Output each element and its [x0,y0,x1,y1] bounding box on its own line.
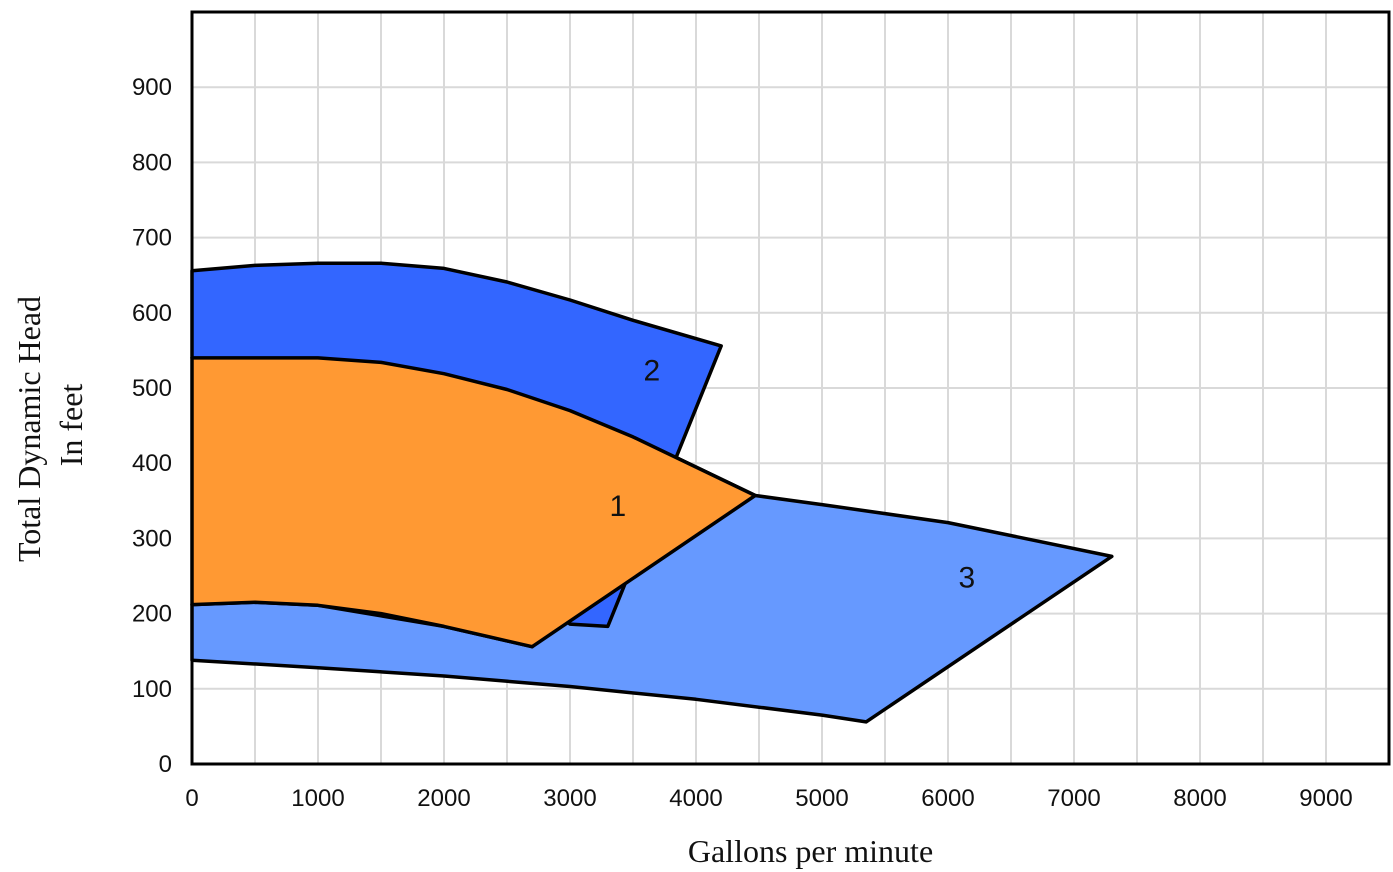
x-tick-label: 8000 [1173,785,1226,812]
y-tick-label: 900 [132,74,172,101]
y-tick-label: 200 [132,601,172,628]
y-tick-label: 300 [132,525,172,552]
y-axis-title-line-2: In feet [53,384,89,467]
y-tick-label: 800 [132,149,172,176]
pump-regions [192,263,1112,722]
region-2-label: 2 [644,354,661,387]
x-axis-tick-labels: 0 1000 2000 3000 4000 5000 6000 7000 8000 9000 [185,785,1352,812]
y-tick-label: 0 [159,751,172,778]
x-tick-label: 1000 [291,785,344,812]
x-tick-label: 2000 [417,785,470,812]
x-tick-label: 0 [185,785,198,812]
x-tick-label: 3000 [543,785,596,812]
y-tick-label: 100 [132,676,172,703]
x-axis-title: Gallons per minute [688,833,933,869]
y-tick-label: 400 [132,450,172,477]
y-tick-label: 700 [132,225,172,252]
y-tick-label: 600 [132,300,172,327]
x-tick-label: 4000 [669,785,722,812]
x-tick-label: 5000 [795,785,848,812]
y-axis-title-line-1: Total Dynamic Head [11,296,47,562]
y-axis-tick-labels: 0 100 200 300 400 500 600 700 800 900 [132,74,172,778]
region-3-label: 3 [959,561,976,594]
y-tick-label: 500 [132,375,172,402]
x-tick-label: 6000 [921,785,974,812]
region-1-label: 1 [610,490,627,523]
x-tick-label: 7000 [1047,785,1100,812]
x-tick-label: 9000 [1299,785,1352,812]
y-axis-title: Total Dynamic Head In feet [11,288,89,562]
